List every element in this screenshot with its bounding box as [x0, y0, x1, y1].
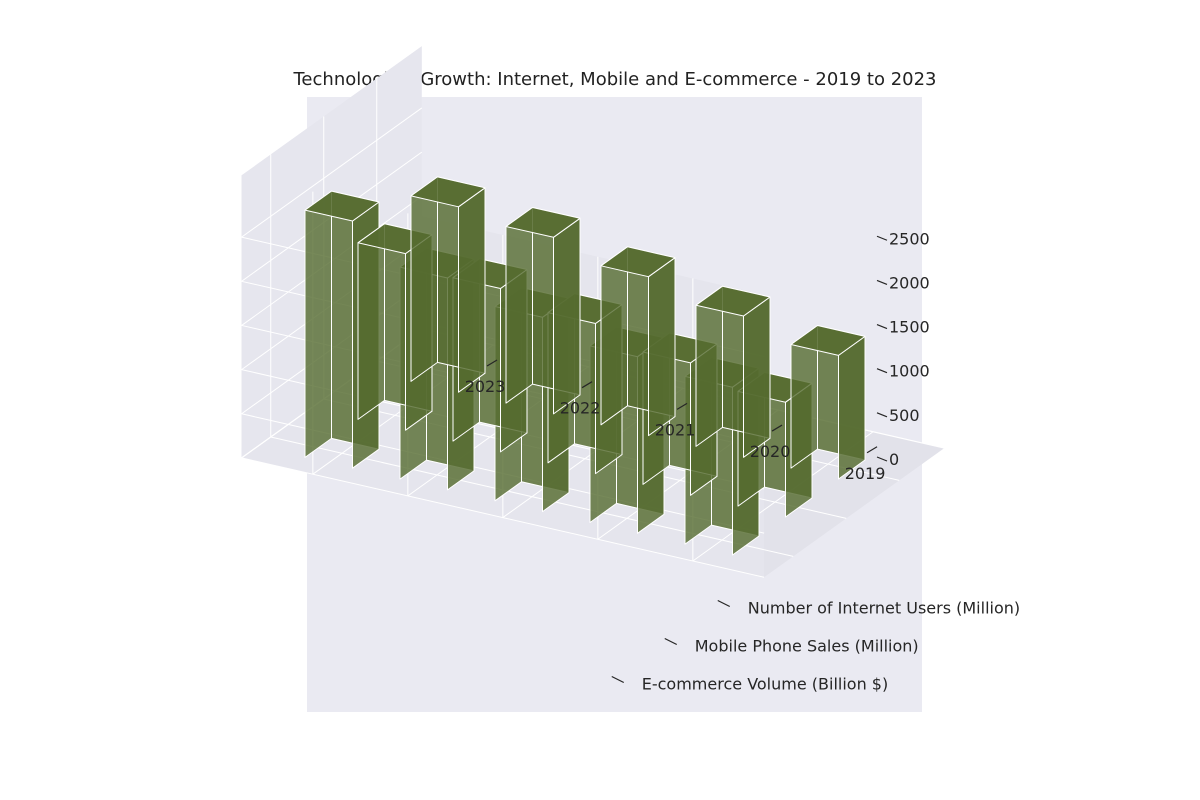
- z-tick: [876, 235, 888, 241]
- x-tick: [866, 446, 878, 454]
- x-tick-label: 2021: [655, 420, 696, 439]
- x-tick-label: 2020: [750, 442, 791, 461]
- bar-face: [304, 190, 332, 458]
- bar-face: [600, 246, 676, 278]
- z-tick-label: 500: [889, 406, 920, 425]
- x-tick-label: 2022: [560, 399, 601, 418]
- bar: [505, 207, 581, 415]
- y-tick-label: Number of Internet Users (Million): [748, 599, 1020, 618]
- x-tick-label: 2023: [465, 377, 506, 396]
- bar: [695, 285, 771, 458]
- chart-title: Technological Growth: Internet, Mobile a…: [293, 69, 937, 90]
- y-tick-label: Mobile Phone Sales (Million): [695, 637, 919, 656]
- z-tick-label: 2000: [889, 273, 930, 292]
- y-tick: [664, 637, 678, 646]
- y-tick: [611, 675, 625, 684]
- bar-face: [357, 223, 385, 420]
- bar-face: [410, 176, 438, 382]
- z-tick-label: 2500: [889, 229, 930, 248]
- x-tick: [486, 359, 498, 367]
- z-tick: [876, 279, 888, 285]
- bar: [410, 176, 486, 393]
- x-tick: [676, 402, 688, 410]
- x-tick: [771, 424, 783, 432]
- y-tick-label: E-commerce Volume (Billion $): [642, 675, 888, 694]
- bar-face: [695, 285, 771, 317]
- z-tick: [876, 412, 888, 418]
- bar-face: [458, 187, 486, 393]
- z-tick-label: 1000: [889, 362, 930, 381]
- gridline: [241, 107, 423, 238]
- z-tick: [876, 323, 888, 330]
- axis-ticks: [486, 235, 888, 684]
- bar-face: [790, 325, 866, 356]
- bar: [790, 325, 866, 480]
- z-tick-label: 1500: [889, 318, 930, 337]
- x-tick-label: 2019: [845, 464, 886, 483]
- bar-face: [553, 217, 581, 415]
- tick-labels: 2019 2020 2021 2022 2023 Number of Internet U…: [465, 229, 1020, 693]
- bar-face: [304, 190, 380, 222]
- gridline: [241, 457, 765, 578]
- bar-face: [505, 207, 533, 404]
- bar-face: [743, 296, 771, 458]
- bars: [304, 176, 866, 556]
- y-tick: [717, 599, 731, 608]
- bar-face: [505, 207, 581, 238]
- z-tick: [876, 456, 888, 462]
- bar-face: [838, 335, 866, 480]
- bar: [600, 246, 676, 437]
- z-tick: [876, 368, 888, 374]
- bar-face: [648, 257, 676, 437]
- x-tick: [581, 381, 593, 389]
- bar-face: [410, 176, 486, 208]
- bar-face: [600, 246, 628, 426]
- z-tick-label: 0: [889, 450, 899, 469]
